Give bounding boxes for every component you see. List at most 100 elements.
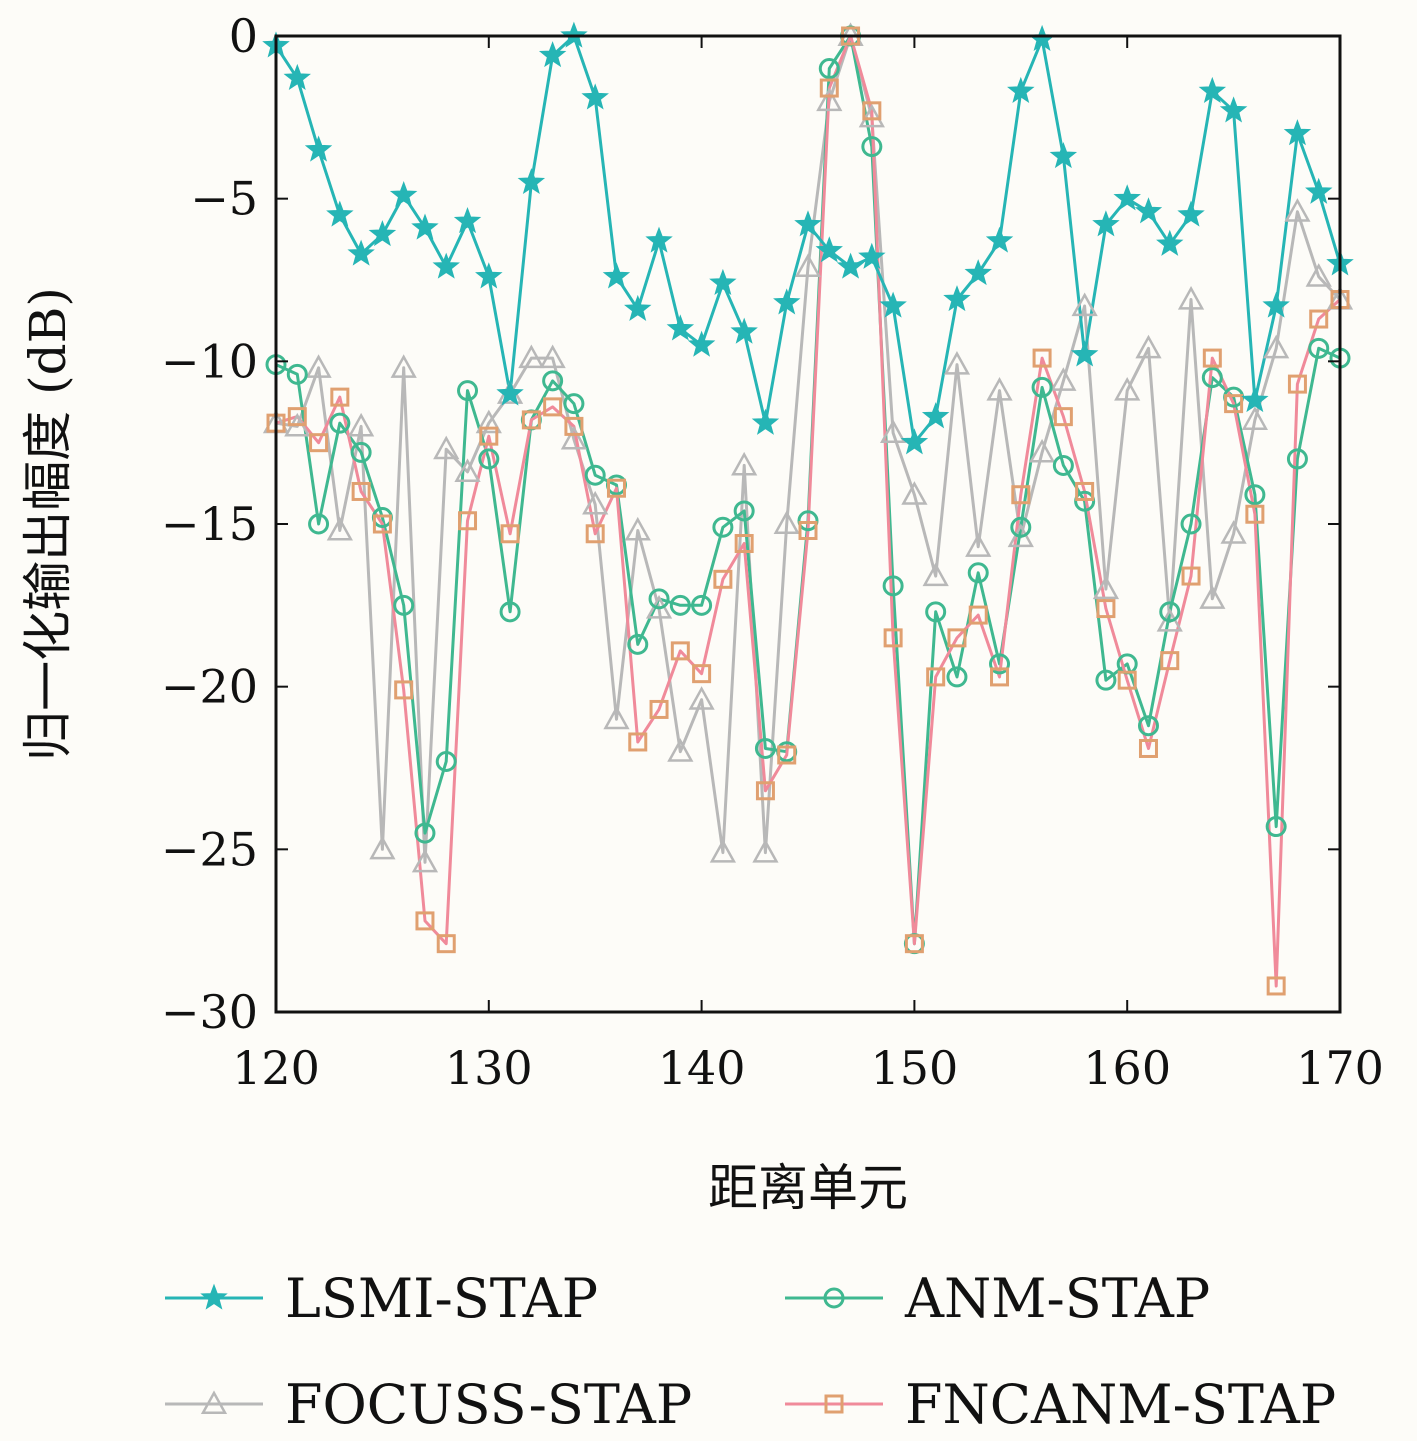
data-point-focuss-stap [1114,377,1141,401]
data-point-fncanm-stap [330,387,350,407]
data-point-focuss-stap [879,419,907,443]
legend-label: ANM-STAP [904,1267,1210,1330]
data-point-fncanm-stap [564,416,584,436]
data-point-focuss-stap [326,516,353,541]
data-point-focuss-stap [624,516,651,541]
data-point-focuss-stap [667,738,694,762]
data-point-fncanm-stap [585,524,605,544]
data-point-anm-stap [286,363,308,385]
data-point-fncanm-stap [1181,566,1201,586]
data-point-anm-stap [967,562,989,584]
x-tick-label: 140 [658,1041,746,1095]
data-point-fncanm-stap [990,667,1010,687]
legend-marker [823,1287,845,1309]
data-point-anm-stap [1286,448,1308,470]
data-point-fncanm-stap [1224,394,1244,414]
data-point-lsmi-stap [751,408,780,435]
data-point-anm-stap [989,653,1011,675]
data-point-anm-stap [1308,337,1330,359]
data-point-lsmi-stap [879,291,907,318]
data-point-anm-stap [1052,454,1074,476]
data-point-lsmi-stap [1262,291,1290,318]
data-point-focuss-stap [369,835,396,860]
data-point-lsmi-stap [709,268,737,295]
data-point-fncanm-stap [436,934,456,954]
data-point-fncanm-stap [1117,670,1137,690]
data-point-anm-stap [818,58,840,80]
data-point-fncanm-stap [947,628,967,648]
data-point-anm-stap [478,448,500,470]
data-point-focuss-stap [1050,367,1077,391]
legend-label: FOCUSS-STAP [285,1373,692,1436]
series-markers [262,21,1354,996]
data-point-lsmi-stap [283,63,311,90]
data-point-focuss-stap [965,533,992,557]
data-point-anm-stap [1031,376,1053,398]
x-tick-label: 160 [1083,1041,1171,1095]
data-point-fncanm-stap [1266,976,1286,996]
data-point-anm-stap [1180,513,1202,535]
data-point-focuss-stap [986,377,1013,401]
data-point-lsmi-stap [921,402,950,429]
data-point-lsmi-stap [517,167,546,195]
data-point-lsmi-stap [475,262,503,289]
data-point-lsmi-stap [368,220,397,247]
data-point-anm-stap [563,393,585,415]
data-point-focuss-stap [816,87,843,112]
data-point-focuss-stap [943,351,971,375]
data-point-anm-stap [1201,367,1223,389]
data-point-focuss-stap [709,839,737,863]
data-point-fncanm-stap [1202,348,1222,368]
data-point-fncanm-stap [734,534,754,554]
data-point-lsmi-stap [1007,76,1035,103]
data-point-fncanm-stap [287,407,307,427]
data-point-lsmi-stap [496,379,524,406]
x-tick-label: 150 [870,1041,958,1095]
data-point-focuss-stap [411,848,439,873]
data-point-fncanm-stap [968,605,988,625]
data-point-anm-stap [712,516,734,538]
legend-marker [200,1283,228,1310]
data-point-lsmi-stap [304,135,333,162]
y-tick-label: −30 [161,985,258,1039]
data-point-fncanm-stap [1032,348,1052,368]
data-point-focuss-stap [1220,520,1247,544]
data-point-anm-stap [1095,669,1117,691]
data-point-fncanm-stap [351,481,371,501]
data-point-focuss-stap [305,354,332,378]
data-point-focuss-stap [582,490,609,515]
data-point-fncanm-stap [819,78,839,98]
data-point-lsmi-stap [730,317,758,344]
data-point-lsmi-stap [964,259,992,286]
data-point-focuss-stap [390,354,417,378]
data-point-anm-stap [1265,816,1287,838]
data-point-lsmi-stap [326,200,354,227]
data-point-lsmi-stap [1049,141,1078,169]
data-point-focuss-stap [475,409,502,434]
data-point-focuss-stap [922,562,949,587]
data-point-focuss-stap [1028,438,1056,463]
data-point-focuss-stap [539,344,566,369]
data-point-focuss-stap [752,839,779,863]
data-point-fncanm-stap [692,664,712,684]
data-point-anm-stap [542,370,564,392]
data-point-focuss-stap [773,510,800,535]
legend-marker [200,1390,228,1415]
data-point-lsmi-stap [900,428,929,455]
data-point-anm-stap [1074,490,1096,512]
data-point-anm-stap [861,136,883,158]
data-point-focuss-stap [858,103,885,128]
data-point-focuss-stap [1199,585,1226,609]
data-point-lsmi-stap [1283,119,1312,146]
data-point-focuss-stap [454,458,481,482]
legend-label: LSMI-STAP [285,1267,598,1330]
data-point-fncanm-stap [926,667,946,687]
data-point-anm-stap [733,500,755,522]
x-tick-label: 170 [1296,1041,1384,1095]
series-line-focuss-stap [275,34,1342,864]
y-tick-label: −10 [161,334,258,388]
data-point-anm-stap [350,441,372,463]
data-point-lsmi-stap [411,213,439,240]
data-point-lsmi-stap [773,288,801,315]
data-point-lsmi-stap [815,236,843,263]
